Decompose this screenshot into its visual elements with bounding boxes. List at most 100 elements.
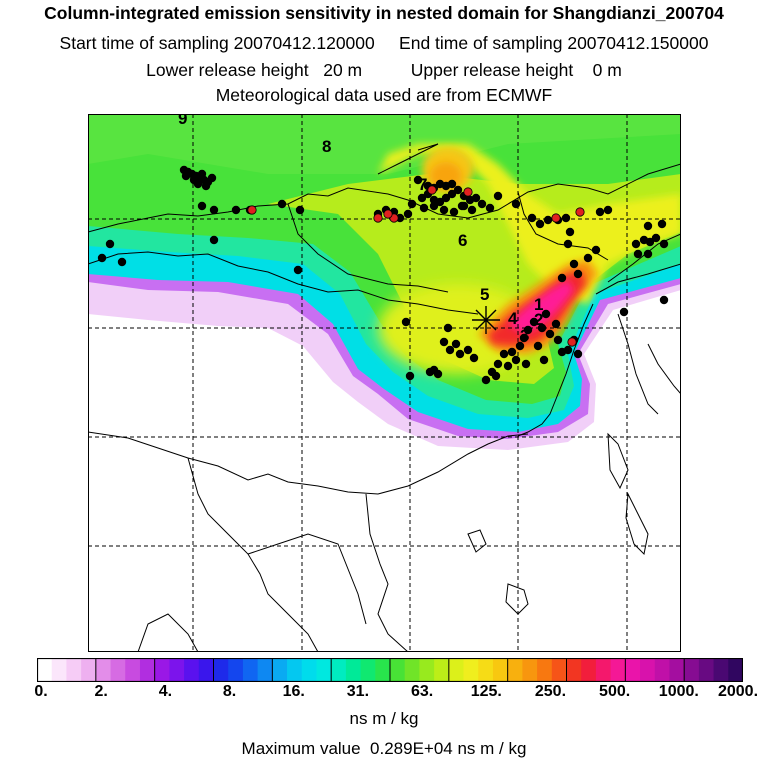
cluster-dot: [493, 359, 503, 369]
cluster-dot: [499, 349, 509, 359]
cluster-dot: [603, 205, 613, 215]
colorbar: [37, 658, 743, 682]
colorbar-cell: [154, 658, 170, 682]
cluster-dot: [425, 367, 435, 377]
colorbar-tick-label: 125.: [470, 683, 502, 700]
cluster-dot: [469, 353, 479, 363]
colorbar-cell: [37, 658, 53, 682]
cluster-dot: [537, 323, 547, 333]
cluster-dot: [429, 201, 439, 211]
day-labels: 1 2 3 4 5 6 7 8 9: [178, 114, 543, 345]
cluster-dot: [451, 339, 461, 349]
cluster-dot: [633, 249, 643, 259]
day-label-6: 6: [458, 231, 467, 250]
colorbar-cell: [522, 658, 538, 682]
cluster-dot: [659, 295, 669, 305]
colorbar-tick-label: 500.: [599, 683, 631, 700]
colorbar-cell: [345, 658, 362, 682]
colorbar-tick-label: 4.: [158, 683, 173, 700]
cluster-dot: [447, 189, 457, 199]
cluster-dot: [523, 325, 533, 335]
cluster-dot: [657, 219, 667, 229]
cluster-dot: [457, 201, 467, 211]
colorbar-cell: [684, 658, 700, 682]
cluster-dot: [543, 215, 553, 225]
cluster-dot: [645, 237, 655, 247]
maximum-value-label: Maximum value 0.289E+04 ns m / kg: [241, 739, 527, 758]
day-label-8: 8: [322, 137, 331, 156]
cluster-dot-red: [247, 205, 257, 215]
colorbar-cell: [698, 658, 715, 682]
cluster-dot: [493, 191, 503, 201]
cluster-dot: [491, 371, 501, 381]
cluster-dot: [519, 333, 529, 343]
cluster-dot: [619, 307, 629, 317]
cluster-dot: [207, 173, 217, 183]
cluster-dot-red: [427, 185, 437, 195]
colorbar-cell: [654, 658, 671, 682]
cluster-dot: [117, 257, 127, 267]
cluster-dot: [197, 201, 207, 211]
cluster-dot: [573, 349, 583, 359]
receptor-asterisk-icon: [472, 306, 500, 334]
cluster-dot: [181, 171, 191, 181]
day-label-2: 2: [534, 310, 543, 329]
colorbar-cell: [595, 658, 612, 682]
colorbar-cell: [272, 658, 288, 682]
cluster-dot: [295, 205, 305, 215]
cluster-dot: [541, 309, 551, 319]
colorbar-cell: [507, 658, 523, 682]
cluster-dot: [105, 239, 115, 249]
release-height-line: Lower release height 20 m Upper release …: [146, 60, 622, 80]
cluster-dot: [583, 253, 593, 263]
colorbar-cell: [125, 658, 141, 682]
cluster-dot: [591, 245, 601, 255]
cluster-dot: [485, 203, 495, 213]
map-frame: [88, 114, 681, 652]
colorbar-cell: [713, 658, 729, 682]
sensitivity-field: [88, 114, 681, 450]
cluster-dot: [563, 239, 573, 249]
cluster-dot: [413, 175, 423, 185]
colorbar-cell: [537, 658, 553, 682]
cluster-dot: [277, 199, 287, 209]
cluster-dot: [471, 193, 481, 203]
colorbar-cell: [301, 658, 318, 682]
cluster-dot: [595, 207, 605, 217]
colorbar-cell: [169, 658, 185, 682]
day-label-9: 9: [178, 114, 187, 128]
cluster-dot: [439, 205, 449, 215]
cluster-dot: [527, 213, 537, 223]
colorbar-cell: [228, 658, 244, 682]
cluster-markers: [97, 165, 669, 385]
colorbar-cell: [287, 658, 303, 682]
cluster-dot: [455, 349, 465, 359]
colorbar-cell: [581, 658, 597, 682]
cluster-dot: [643, 249, 653, 259]
cluster-dot: [573, 269, 583, 279]
cluster-dot: [453, 185, 463, 195]
cluster-dot-red: [463, 187, 473, 197]
cluster-dot: [439, 337, 449, 347]
cluster-dot: [447, 179, 457, 189]
colorbar-tick-label: 1000.: [658, 683, 699, 700]
cluster-dot: [569, 259, 579, 269]
colorbar-cell: [551, 658, 568, 682]
cluster-dot-red: [551, 213, 561, 223]
cluster-dot: [403, 209, 413, 219]
colorbar-tick-label: 8.: [222, 683, 237, 700]
cluster-dot-red: [567, 337, 577, 347]
cluster-dot-red: [575, 207, 585, 217]
cluster-dot: [631, 239, 641, 249]
cluster-dot: [405, 371, 415, 381]
colorbar-tick-label: 63.: [410, 683, 434, 700]
day-label-5: 5: [480, 285, 489, 304]
colorbar-cell: [316, 658, 332, 682]
colorbar-cell: [51, 658, 68, 682]
cluster-dot: [197, 169, 207, 179]
cluster-dot: [515, 341, 525, 351]
colorbar-tick-label: 2000.: [717, 683, 759, 700]
cluster-dot: [407, 199, 417, 209]
colorbar-tick-label: 31.: [346, 683, 370, 700]
colorbar-cell: [478, 658, 494, 682]
